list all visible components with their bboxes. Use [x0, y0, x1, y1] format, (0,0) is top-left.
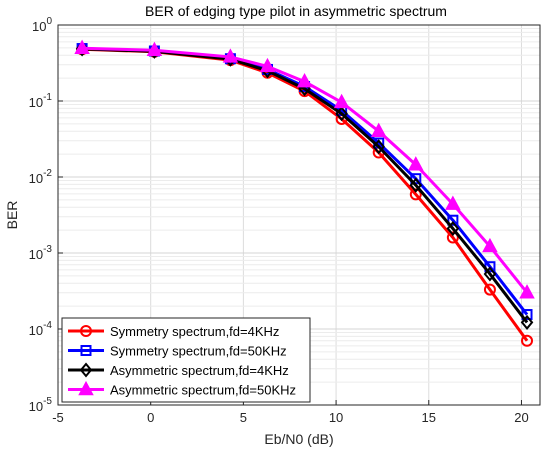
legend-swatch-marker — [80, 325, 92, 337]
legend-entry: Symmetry spectrum,fd=50KHz — [110, 344, 287, 359]
data-point — [520, 314, 534, 330]
y-tick-label: 10-4 — [29, 320, 53, 338]
y-axis-label: BER — [4, 201, 20, 230]
data-point — [222, 48, 239, 63]
y-tick-base: 10 — [29, 399, 43, 414]
legend-swatch-marker — [80, 345, 92, 356]
plot-frame — [57, 24, 541, 406]
data-point — [408, 156, 424, 171]
data-point — [482, 237, 498, 253]
x-tick-label: 10 — [329, 410, 343, 425]
data-point — [296, 73, 313, 88]
y-tick-base: 10 — [29, 323, 43, 338]
series-layer — [74, 39, 535, 347]
data-point — [483, 266, 497, 282]
legend-entry: Asymmetric spectrum,fd=50KHz — [110, 383, 296, 398]
series-4 — [74, 39, 535, 299]
y-tick-label: 100 — [32, 16, 52, 34]
data-point — [409, 177, 423, 193]
data-point — [372, 139, 386, 155]
y-tick-label: 10-5 — [29, 396, 53, 414]
data-point — [521, 334, 534, 347]
data-point — [447, 214, 459, 226]
y-tick-label: 10-1 — [29, 92, 53, 110]
y-tick-label: 10-2 — [29, 168, 53, 186]
x-tick-label: 20 — [514, 410, 528, 425]
data-point — [333, 93, 350, 109]
data-point — [483, 283, 496, 296]
legend-swatch-marker — [79, 362, 93, 378]
y-tick-base: 10 — [32, 19, 46, 34]
y-tick-exponent: -3 — [43, 244, 52, 255]
data-point — [74, 39, 90, 54]
y-tick-exponent: -2 — [43, 168, 52, 179]
data-point — [446, 231, 459, 244]
x-ticks: -5 0 5 10 15 20 — [52, 400, 529, 425]
data-point — [409, 188, 422, 201]
x-tick-label: 15 — [422, 410, 436, 425]
y-tick-exponent: -1 — [43, 92, 52, 103]
data-point — [445, 195, 461, 210]
legend: Symmetry spectrum,fd=4KHz Symmetry spectr… — [61, 317, 311, 403]
y-tick-label: 10-3 — [29, 244, 53, 262]
x-tick-label: 5 — [240, 410, 247, 425]
legend-entry: Symmetry spectrum,fd=4KHz — [110, 324, 279, 339]
data-point — [519, 284, 535, 299]
series-line — [82, 47, 529, 324]
x-axis-label: Eb/N0 (dB) — [264, 431, 333, 447]
data-point — [146, 41, 163, 57]
x-tick-label: 0 — [147, 410, 154, 425]
y-tick-base: 10 — [29, 171, 43, 186]
y-tick-exponent: 0 — [46, 16, 52, 27]
data-point — [370, 122, 387, 137]
y-tick-exponent: -5 — [43, 396, 52, 407]
y-tick-base: 10 — [29, 247, 43, 262]
data-point — [446, 220, 460, 237]
legend-swatch-marker — [78, 380, 94, 396]
y-tick-base: 10 — [29, 95, 43, 110]
y-tick-exponent: -4 — [43, 320, 52, 331]
chart-title: BER of edging type pilot in asymmetric s… — [145, 3, 447, 19]
legend-entry: Asymmetric spectrum,fd=4KHz — [110, 363, 289, 378]
data-point — [335, 106, 348, 122]
data-point — [259, 57, 276, 73]
x-tick-label: -5 — [52, 410, 64, 425]
